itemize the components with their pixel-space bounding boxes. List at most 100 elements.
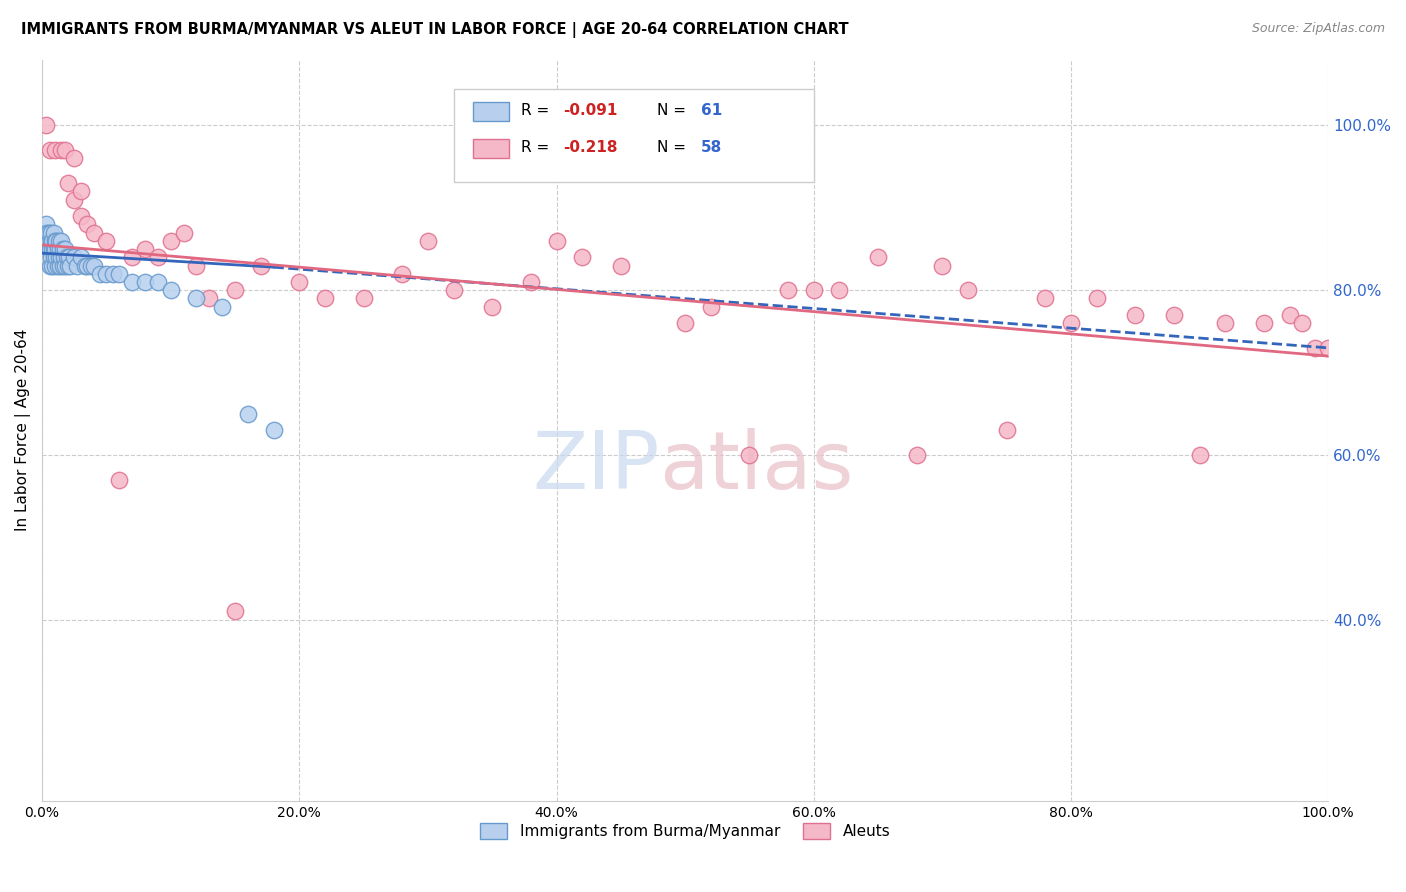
Text: IMMIGRANTS FROM BURMA/MYANMAR VS ALEUT IN LABOR FORCE | AGE 20-64 CORRELATION CH: IMMIGRANTS FROM BURMA/MYANMAR VS ALEUT I… (21, 22, 849, 38)
Point (1278, 308, 1301, 322)
Point (1253, 316, 1275, 330)
Point (56, 176, 79, 190)
Point (39, 250, 62, 264)
Point (83, 226, 105, 240)
Point (443, 283, 465, 297)
Point (1060, 316, 1083, 330)
Point (53, 242, 76, 256)
Point (45, 234, 67, 248)
Point (1213, 316, 1236, 330)
Point (46, 242, 69, 256)
Point (39, 234, 62, 248)
Text: -0.218: -0.218 (562, 140, 617, 155)
Point (44, 259, 66, 273)
Point (42, 250, 65, 264)
Point (146, 275, 169, 289)
Point (186, 292, 208, 306)
Point (35, 226, 58, 240)
Point (314, 292, 336, 306)
Point (101, 267, 124, 281)
Point (35, 119, 58, 133)
Point (51, 250, 73, 264)
Point (89, 267, 111, 281)
Point (1317, 341, 1340, 355)
Legend: Immigrants from Burma/Myanmar, Aleuts: Immigrants from Burma/Myanmar, Aleuts (474, 817, 897, 845)
Y-axis label: In Labor Force | Age 20-64: In Labor Force | Age 20-64 (15, 329, 31, 532)
Point (957, 283, 980, 297)
Point (108, 267, 131, 281)
Point (56, 259, 79, 273)
FancyBboxPatch shape (472, 102, 509, 121)
Text: R =: R = (520, 140, 554, 155)
Point (53, 259, 76, 273)
Point (288, 275, 311, 289)
Point (1303, 341, 1326, 355)
Point (48, 250, 70, 264)
Point (42, 226, 65, 240)
FancyBboxPatch shape (454, 89, 814, 182)
Point (51, 234, 73, 248)
Text: -0.091: -0.091 (562, 103, 617, 119)
Point (80, 259, 103, 273)
Point (49, 259, 72, 273)
Point (35, 217, 58, 231)
Point (828, 283, 851, 297)
Point (546, 234, 568, 248)
Text: ZIP: ZIP (531, 428, 659, 507)
Point (66, 259, 89, 273)
Point (520, 275, 543, 289)
Point (41, 259, 63, 273)
Point (571, 250, 593, 264)
Point (173, 226, 195, 240)
Point (41, 242, 63, 256)
Point (224, 283, 246, 297)
Point (416, 234, 439, 248)
Point (83, 259, 105, 273)
Point (73, 259, 96, 273)
Point (32, 226, 55, 240)
Point (1163, 308, 1185, 322)
Point (48, 234, 70, 248)
Point (63, 250, 86, 264)
Point (63, 152, 86, 166)
Point (610, 259, 633, 273)
Point (738, 448, 761, 462)
Point (905, 448, 928, 462)
Point (1123, 308, 1146, 322)
Point (51, 143, 73, 157)
Point (52, 242, 75, 256)
Text: N =: N = (657, 140, 690, 155)
Point (55, 250, 77, 264)
Point (236, 407, 259, 421)
Text: 61: 61 (700, 103, 721, 119)
Point (108, 473, 131, 487)
Point (1033, 292, 1056, 306)
Point (38, 143, 60, 157)
Point (134, 275, 156, 289)
Point (59, 259, 82, 273)
Point (46, 259, 69, 273)
Point (44, 234, 66, 248)
Point (776, 283, 799, 297)
Point (1291, 316, 1313, 330)
Point (76, 217, 98, 231)
Point (44, 242, 66, 256)
Text: atlas: atlas (659, 428, 853, 507)
Point (121, 250, 143, 264)
Point (38, 242, 60, 256)
Point (69, 250, 91, 264)
Point (134, 242, 156, 256)
Point (69, 209, 91, 223)
Point (673, 316, 696, 330)
Point (159, 283, 181, 297)
Point (58, 250, 80, 264)
Point (34, 234, 56, 248)
Point (44, 143, 66, 157)
Point (63, 193, 86, 207)
Point (931, 259, 953, 273)
Point (38, 234, 60, 248)
Point (42, 242, 65, 256)
Point (995, 423, 1018, 437)
Point (53, 250, 76, 264)
Point (186, 259, 208, 273)
